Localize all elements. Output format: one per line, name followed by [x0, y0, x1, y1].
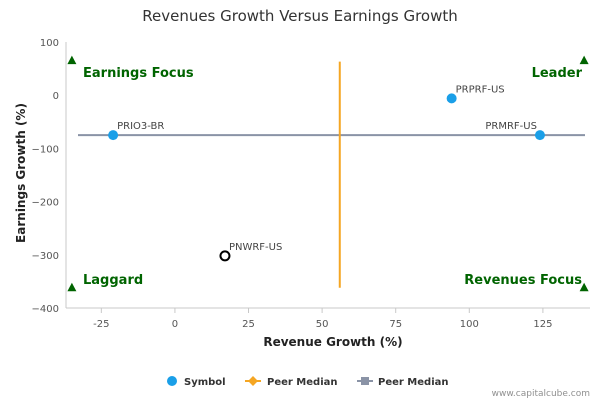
quadrant-triangle-marker: [67, 55, 77, 65]
x-tick-label: 125: [533, 319, 552, 330]
x-axis-label: Revenue Growth (%): [263, 335, 402, 349]
data-point-label: PRIO3-BR: [117, 121, 164, 132]
legend-item-peer-median-vertical[interactable]: Peer Median: [245, 376, 338, 388]
data-point[interactable]: [219, 250, 231, 262]
chart-title: Revenues Growth Versus Earnings Growth: [142, 7, 458, 25]
quadrant-label-top-right: Leader: [532, 66, 583, 81]
y-tick-label: 100: [40, 38, 59, 49]
legend-item-symbol[interactable]: Symbol: [167, 376, 226, 388]
legend-label-symbol: Symbol: [184, 377, 226, 388]
x-tick-label: 0: [172, 319, 178, 330]
data-points: PRIO3-BR PRPRF-US PRMRF-US PNWRF-US: [108, 84, 545, 262]
legend-label-peer-median-1: Peer Median: [267, 377, 338, 388]
y-tick-label: −400: [32, 304, 59, 315]
data-point[interactable]: [446, 93, 457, 104]
quadrant-label-bottom-left: Laggard: [83, 273, 143, 288]
x-tick-label: 25: [242, 319, 255, 330]
x-tick-label: 50: [316, 319, 329, 330]
x-axis-ticks: -25 0 25 50 75 100 125: [93, 308, 552, 330]
y-axis-label: Earnings Growth (%): [14, 103, 28, 243]
y-tick-label: −100: [32, 144, 59, 155]
data-point-label: PRMRF-US: [485, 121, 537, 132]
quadrant-markers: [67, 55, 589, 292]
data-point[interactable]: [534, 130, 545, 141]
quadrant-label-top-left: Earnings Focus: [83, 66, 194, 81]
x-tick-label: 100: [460, 319, 479, 330]
legend-symbol-icon: [167, 376, 177, 386]
credit-text: www.capitalcube.com: [492, 389, 590, 399]
quadrant-triangle-marker: [579, 282, 589, 292]
data-point[interactable]: [108, 130, 119, 141]
legend-square-icon: [361, 377, 369, 385]
x-tick-label: 75: [389, 319, 402, 330]
legend-label-peer-median-2: Peer Median: [378, 377, 449, 388]
quadrant-triangle-marker: [67, 282, 77, 292]
quadrant-triangle-marker: [579, 55, 589, 65]
quadrant-label-bottom-right: Revenues Focus: [464, 273, 582, 288]
y-tick-label: −200: [32, 198, 59, 209]
legend-diamond-icon: [248, 376, 258, 386]
y-axis-ticks: 100 0 −100 −200 −300 −400: [32, 38, 59, 315]
legend-item-peer-median-horizontal[interactable]: Peer Median: [357, 377, 449, 388]
data-point-label: PRPRF-US: [456, 84, 505, 95]
y-tick-label: 0: [53, 91, 59, 102]
legend: Symbol Peer Median Peer Median: [167, 376, 449, 388]
y-tick-label: −300: [32, 251, 59, 262]
x-tick-label: -25: [93, 319, 109, 330]
data-point-label: PNWRF-US: [229, 242, 282, 253]
